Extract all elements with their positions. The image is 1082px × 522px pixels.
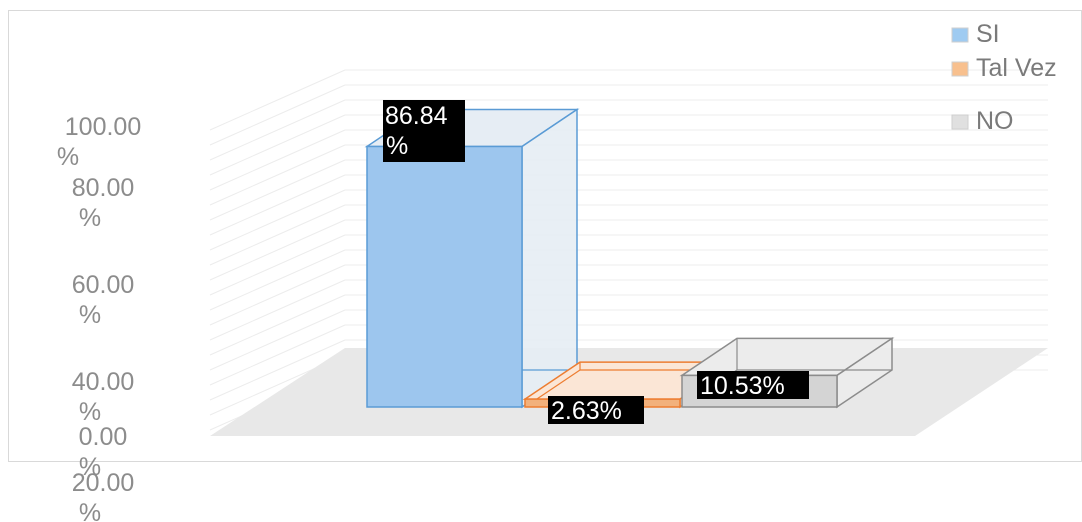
legend: SI Tal Vez NO — [951, 20, 1057, 135]
bar-si — [364, 108, 580, 409]
bar-front-face — [366, 145, 523, 408]
gridline-side — [209, 114, 346, 176]
y-tick-label: 80.00% — [72, 174, 135, 232]
y-tick-label: 60.00% — [72, 271, 135, 329]
gridline-side — [209, 99, 346, 161]
gridline-side — [209, 294, 346, 356]
gridline-side — [209, 144, 346, 206]
y-tick-label: 20.00% — [72, 469, 135, 522]
legend-item-no: NO — [951, 107, 1014, 135]
data-labels: 86.84 % 2.63% 10.53% — [383, 100, 809, 425]
data-label-bg — [548, 396, 644, 424]
gridline-side — [209, 129, 346, 191]
legend-item-tal-vez: Tal Vez — [951, 54, 1057, 82]
gridline-side — [209, 84, 346, 146]
gridline-side — [209, 249, 346, 311]
data-label-bg — [383, 100, 465, 162]
gridline-side — [209, 324, 346, 386]
gridline-side — [209, 159, 346, 221]
y-tick-label: 40.00% — [72, 368, 135, 426]
data-label-tal-vez: 2.63% — [551, 397, 622, 425]
y-axis-tick-labels: 100.00 %80.00 % 60.00 % 40.00 % 20.00 %0.00% — [57, 113, 141, 522]
gridline-side — [209, 234, 346, 296]
gridline-side — [209, 339, 346, 401]
y-tick-label: 100.00% — [57, 113, 141, 171]
legend-label: Tal Vez — [976, 54, 1057, 82]
legend-swatch — [951, 61, 969, 77]
legend-label: SI — [976, 20, 1000, 48]
gridline-side — [209, 219, 346, 281]
gridline-side — [209, 309, 346, 371]
legend-swatch — [951, 27, 969, 43]
gridline-side — [209, 69, 346, 131]
y-tick-label: 0.00% — [79, 423, 128, 481]
bar-side-face — [521, 108, 578, 409]
data-label-no — [697, 371, 809, 399]
gridline-side — [209, 204, 346, 266]
legend-label: NO — [976, 107, 1014, 135]
gridline-side — [209, 174, 346, 236]
gridline-side — [209, 189, 346, 251]
data-label-no-text: 10.53% — [700, 372, 785, 400]
gridline-side — [209, 264, 346, 326]
legend-item-si: SI — [951, 20, 1000, 48]
gridline-side — [209, 279, 346, 341]
legend-swatch — [951, 114, 969, 130]
data-label-si: 86.84% — [385, 102, 448, 160]
